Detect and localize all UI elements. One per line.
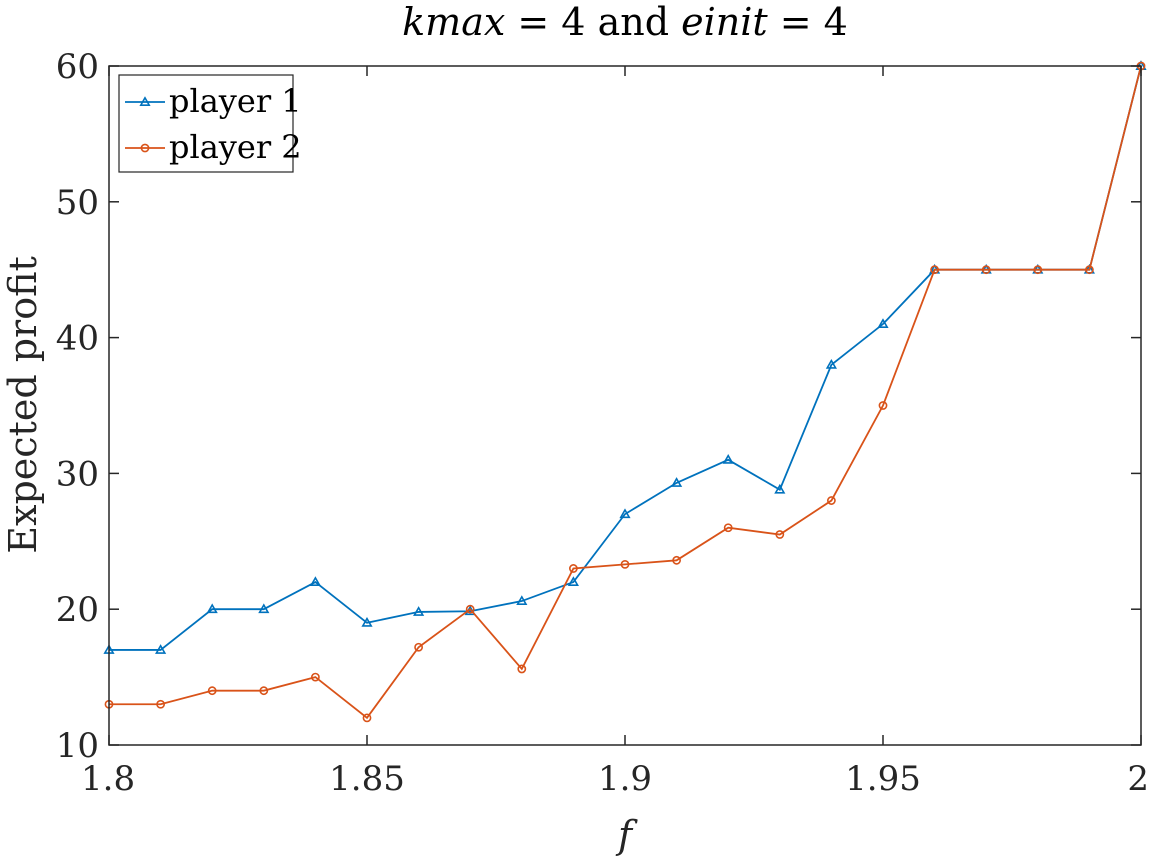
series-2-point xyxy=(569,564,578,573)
series-2-point xyxy=(465,604,475,614)
legend-label: player 1 xyxy=(169,82,302,120)
legend: player 1 player 2 xyxy=(118,74,302,173)
series-2-point xyxy=(362,713,372,723)
x-tick-label: 1.8 xyxy=(81,759,135,799)
x-tick-label: 2 xyxy=(1127,759,1149,799)
series-2-point xyxy=(775,530,785,539)
x-tick-label: 1.9 xyxy=(598,759,652,799)
legend-swatch-marker xyxy=(139,96,151,106)
series-1-point xyxy=(877,318,889,328)
series-1-point xyxy=(671,477,683,487)
series-2 xyxy=(104,61,1146,723)
series-1-point xyxy=(516,595,528,606)
series-1-point xyxy=(619,508,631,519)
legend-swatch-marker xyxy=(140,143,150,153)
y-tick-label: 60 xyxy=(56,47,99,87)
legend-label: player 2 xyxy=(169,128,302,166)
x-tick-label: 1.85 xyxy=(329,759,405,799)
legend-entry: player 2 xyxy=(125,128,302,166)
title-eq1: = 4 and xyxy=(505,0,681,44)
series-2-point xyxy=(930,265,939,275)
y-tick-label: 10 xyxy=(56,726,99,766)
series-2-point xyxy=(827,496,836,505)
y-tick-label: 40 xyxy=(56,319,99,359)
chart-title: kmax = 4 and einit = 4 xyxy=(402,0,848,44)
series-2-point xyxy=(1033,265,1043,275)
series-1-point xyxy=(825,358,837,369)
series-1-point xyxy=(567,576,579,586)
series-2-point xyxy=(878,401,888,410)
series-2-point xyxy=(259,686,269,696)
series-2-point xyxy=(723,523,733,533)
legend-entry: player 1 xyxy=(125,82,302,120)
legend-box xyxy=(118,74,294,173)
title-kmax: kmax xyxy=(402,0,505,44)
title-eq2: = 4 xyxy=(768,0,848,44)
series-2-point xyxy=(1085,265,1094,275)
series-2-point xyxy=(620,559,630,569)
series-2-point xyxy=(672,555,681,565)
series-2-point xyxy=(310,672,320,682)
series-2-point xyxy=(414,642,423,652)
y-axis-label: Expected profit xyxy=(1,256,45,553)
series-2-line xyxy=(109,65,1142,720)
y-tick-label: 20 xyxy=(56,590,99,630)
series-1-point xyxy=(774,483,786,494)
series-2-point xyxy=(156,699,165,709)
plot-area xyxy=(103,60,1147,723)
title-einit: einit xyxy=(681,0,768,44)
series-1-point xyxy=(309,576,321,586)
series-1-point xyxy=(206,603,218,614)
series-2-point xyxy=(981,265,991,275)
series-1-point xyxy=(155,644,167,654)
x-tick-label: 1.95 xyxy=(845,759,921,799)
y-tick-label: 30 xyxy=(56,454,99,494)
series-1-point xyxy=(361,616,373,627)
series-2-point xyxy=(517,664,527,674)
series-1-point xyxy=(413,606,425,616)
series-1-point xyxy=(258,603,270,614)
series-2-point xyxy=(207,686,217,696)
series-1-point xyxy=(722,454,734,464)
y-tick-label: 50 xyxy=(56,183,99,223)
axis-ticks: 1.8 1.85 1.9 1.95 2 10 20 30 40 50 60 xyxy=(56,47,1149,799)
